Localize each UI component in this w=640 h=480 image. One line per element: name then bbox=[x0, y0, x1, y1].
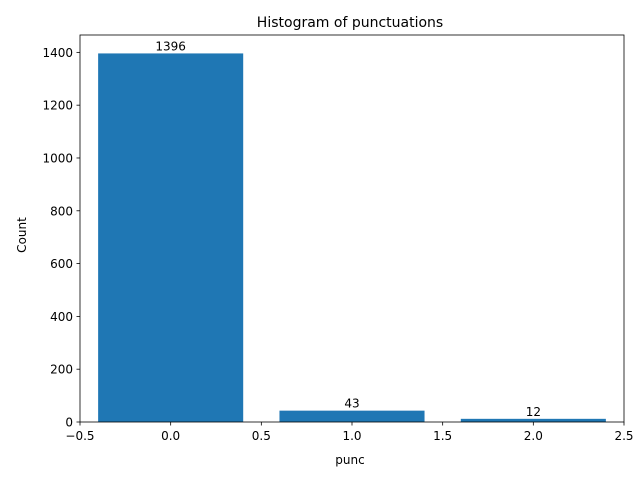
bar-0 bbox=[98, 53, 244, 423]
x-tick-label: 1.0 bbox=[342, 429, 361, 443]
x-axis-ticks: −0.5 0.0 0.5 1.0 1.5 2.0 2.5 bbox=[65, 422, 634, 443]
data-label-0: 1396 bbox=[155, 39, 186, 53]
y-axis-label: Count bbox=[15, 217, 29, 253]
y-tick-label: 1400 bbox=[42, 46, 73, 60]
x-tick-label: 1.5 bbox=[433, 429, 452, 443]
bar-2 bbox=[460, 418, 606, 422]
plot-frame bbox=[79, 34, 625, 423]
bars-group bbox=[98, 53, 606, 423]
x-tick-label: 0.0 bbox=[161, 429, 180, 443]
chart-title: Histogram of punctuations bbox=[257, 15, 443, 31]
bar-1 bbox=[279, 410, 425, 422]
data-label-2: 12 bbox=[526, 405, 541, 419]
x-tick-label: −0.5 bbox=[65, 429, 94, 443]
y-tick-label: 600 bbox=[50, 257, 73, 271]
y-axis-ticks: 0 200 400 600 800 1000 1200 1400 bbox=[42, 46, 80, 430]
y-tick-label: 0 bbox=[65, 416, 73, 430]
x-tick-label: 0.5 bbox=[252, 429, 271, 443]
y-tick-label: 800 bbox=[50, 204, 73, 218]
y-tick-label: 1000 bbox=[42, 151, 73, 165]
x-axis-label: punc bbox=[335, 453, 364, 467]
x-tick-label: 2.5 bbox=[614, 429, 633, 443]
y-tick-label: 400 bbox=[50, 310, 73, 324]
x-tick-label: 2.0 bbox=[524, 429, 543, 443]
data-label-1: 43 bbox=[344, 397, 359, 411]
y-tick-label: 1200 bbox=[42, 99, 73, 113]
y-tick-label: 200 bbox=[50, 363, 73, 377]
data-labels-group: 1396 43 12 bbox=[155, 39, 541, 418]
